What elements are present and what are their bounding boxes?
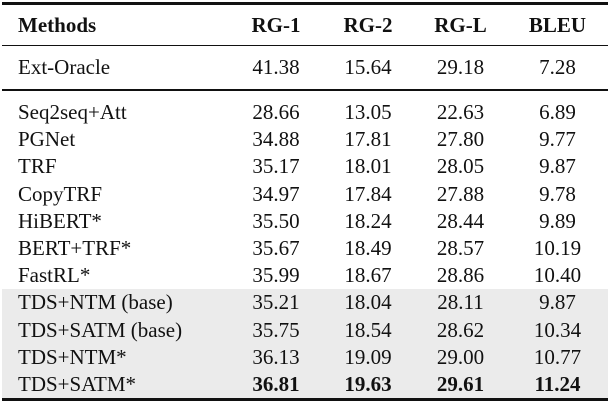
method-cell: Seq2seq+Att — [18, 100, 127, 125]
table-row: BERT+TRF* 35.67 18.49 28.57 10.19 — [2, 235, 608, 262]
table-row: TRF 35.17 18.01 28.05 9.87 — [2, 153, 608, 180]
table-row: TDS+SATM* 36.81 19.63 29.61 11.24 — [2, 370, 608, 400]
method-cell: HiBERT* — [18, 208, 102, 233]
table-row: CopyTRF 34.97 17.84 27.88 9.78 — [2, 181, 608, 208]
method-cell: TDS+NTM (base) — [2, 289, 230, 317]
table-row: TDS+NTM (base) 35.21 18.04 28.11 9.87 — [2, 289, 608, 317]
score-cell: 19.63 — [322, 370, 414, 400]
method-cell: CopyTRF — [18, 181, 103, 206]
score-cell: 28.05 — [436, 154, 485, 179]
method-cell: Ext-Oracle — [18, 55, 111, 79]
score-cell: 13.05 — [344, 100, 392, 125]
score-cell: 35.50 — [252, 208, 300, 233]
score-cell: 9.77 — [539, 127, 576, 152]
score-cell: 6.89 — [539, 100, 576, 125]
method-cell: PGNet — [18, 127, 76, 152]
table-row: TDS+NTM* 36.13 19.09 29.00 10.77 — [2, 343, 608, 371]
method-cell: TDS+SATM (base) — [2, 316, 230, 344]
score-cell: 28.44 — [436, 208, 485, 233]
score-cell: 18.01 — [344, 154, 392, 179]
score-cell: 28.62 — [414, 316, 507, 344]
score-cell: 29.00 — [414, 343, 507, 371]
score-cell: 35.21 — [230, 289, 322, 317]
table-header: Methods RG-1 RG-2 RG-L BLEU — [2, 3, 608, 46]
results-table: Methods RG-1 RG-2 RG-L BLEU Ext-Oracle 41.38 1… — [2, 2, 608, 401]
column-header: RG-1 — [251, 12, 301, 37]
score-cell: 19.09 — [322, 343, 414, 371]
score-cell: 10.40 — [533, 263, 582, 288]
score-cell: 35.99 — [252, 263, 300, 288]
score-cell: 17.81 — [344, 127, 392, 152]
table-row: FastRL* 35.99 18.67 28.86 10.40 — [2, 262, 608, 289]
method-cell: FastRL* — [18, 263, 91, 288]
score-cell: 35.75 — [230, 316, 322, 344]
score-cell: 7.28 — [539, 55, 576, 79]
table-row: PGNet 34.88 17.81 27.80 9.77 — [2, 126, 608, 153]
method-cell: TDS+NTM* — [2, 343, 230, 371]
score-cell: 34.88 — [252, 127, 300, 152]
column-header: Methods — [18, 12, 97, 37]
table-row: TDS+SATM (base) 35.75 18.54 28.62 10.34 — [2, 316, 608, 344]
column-header: RG-L — [434, 12, 487, 37]
table-row: HiBERT* 35.50 18.24 28.44 9.89 — [2, 208, 608, 235]
table-body: Ext-Oracle 41.38 15.64 29.18 7.28 Seq2seq+Att… — [2, 46, 608, 400]
score-cell: 9.89 — [539, 208, 576, 233]
score-cell: 9.87 — [539, 154, 576, 179]
score-cell: 35.17 — [252, 154, 300, 179]
score-cell: 18.49 — [344, 236, 392, 261]
table-row: Ext-Oracle 41.38 15.64 29.18 7.28 — [2, 46, 608, 90]
score-cell: 10.77 — [507, 343, 608, 371]
score-cell: 10.34 — [507, 316, 608, 344]
score-cell: 17.84 — [344, 181, 392, 206]
score-cell: 9.78 — [539, 181, 576, 206]
score-cell: 36.13 — [230, 343, 322, 371]
score-cell: 36.81 — [230, 370, 322, 400]
score-cell: 18.67 — [344, 263, 392, 288]
score-cell: 18.54 — [322, 316, 414, 344]
score-cell: 9.87 — [507, 289, 608, 317]
score-cell: 28.11 — [414, 289, 507, 317]
table-row: Seq2seq+Att 28.66 13.05 22.63 6.89 — [2, 90, 608, 126]
score-cell: 27.80 — [436, 127, 485, 152]
score-cell: 34.97 — [252, 181, 300, 206]
score-cell: 27.88 — [436, 181, 485, 206]
method-cell: TRF — [18, 154, 57, 179]
score-cell: 18.04 — [322, 289, 414, 317]
column-header: RG-2 — [343, 12, 393, 37]
score-cell: 18.24 — [344, 208, 392, 233]
score-cell: 28.57 — [436, 236, 485, 261]
score-cell: 22.63 — [436, 100, 485, 125]
score-cell: 28.66 — [252, 100, 300, 125]
score-cell: 10.19 — [533, 236, 582, 261]
score-cell: 28.86 — [436, 263, 485, 288]
score-cell: 29.61 — [414, 370, 507, 400]
score-cell: 11.24 — [507, 370, 608, 400]
method-cell: TDS+SATM* — [2, 370, 230, 400]
score-cell: 29.18 — [436, 55, 485, 79]
score-cell: 41.38 — [252, 55, 300, 79]
method-cell: BERT+TRF* — [18, 236, 132, 261]
score-cell: 15.64 — [344, 55, 392, 79]
column-header: BLEU — [528, 12, 587, 37]
header-row: Methods RG-1 RG-2 RG-L BLEU — [2, 3, 608, 46]
score-cell: 35.67 — [252, 236, 300, 261]
